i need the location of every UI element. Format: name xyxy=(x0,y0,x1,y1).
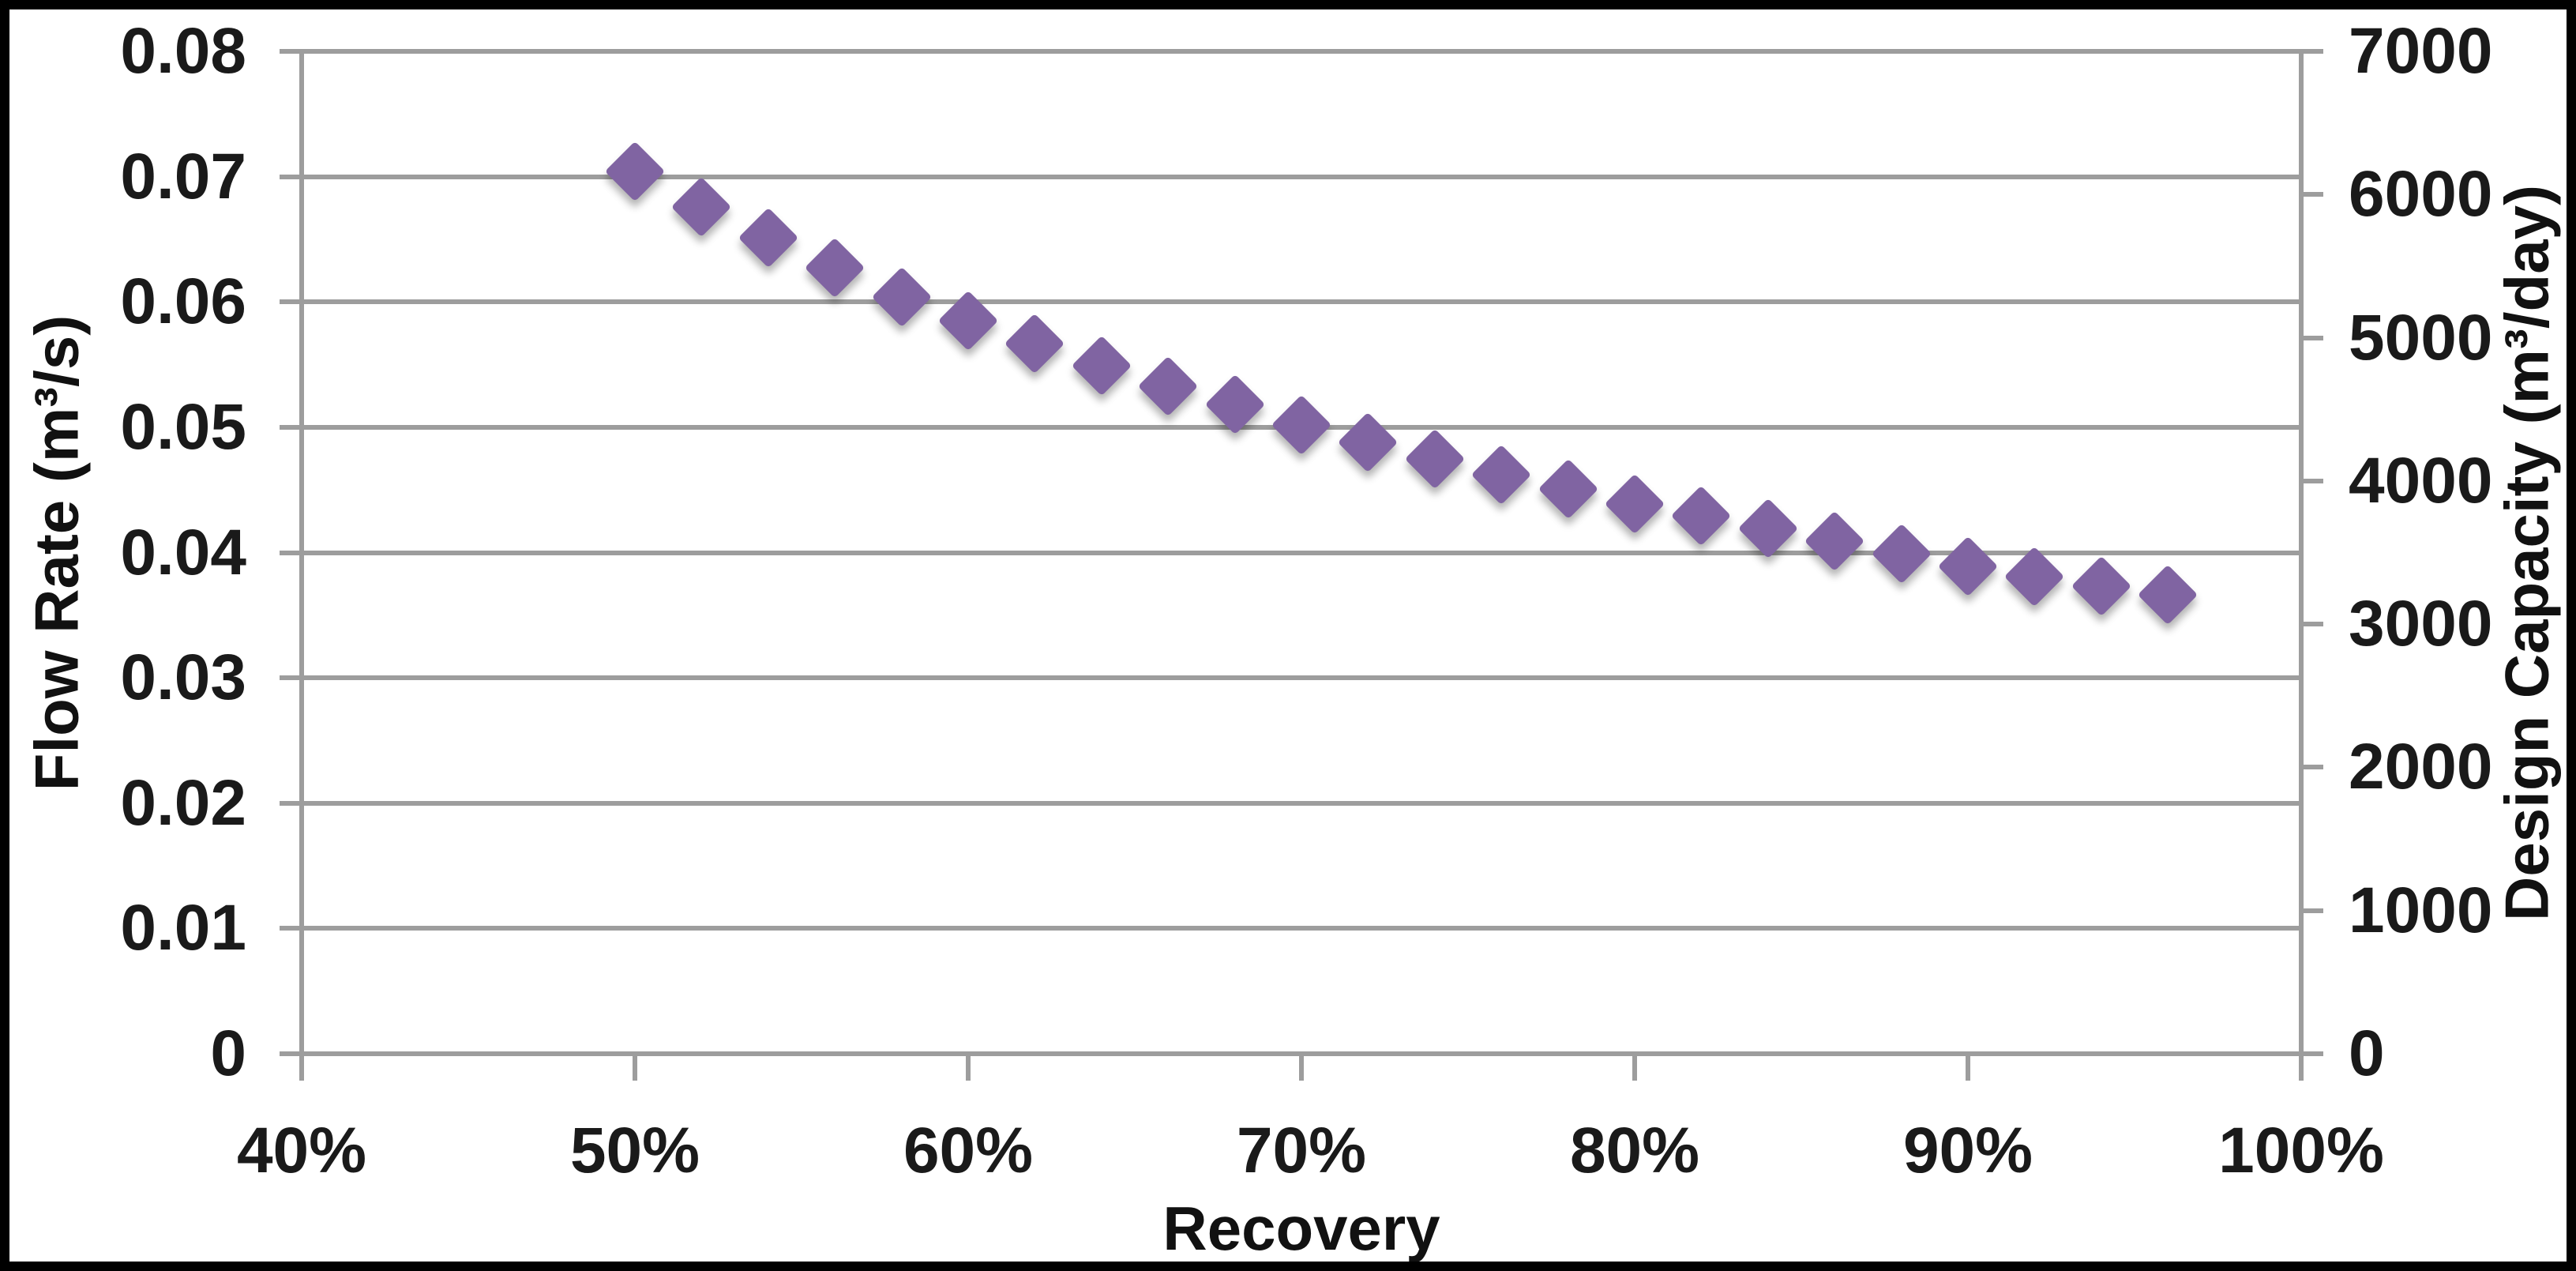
left-axis-tick xyxy=(280,926,302,931)
left-axis-tick xyxy=(280,675,302,681)
right-axis-tick xyxy=(2301,622,2323,627)
right-axis-tick-label: 6000 xyxy=(2349,158,2493,231)
left-axis-tick-label: 0 xyxy=(210,1017,246,1089)
x-axis-tick-label: 100% xyxy=(2218,1115,2384,1186)
right-axis-tick xyxy=(2301,1051,2323,1056)
gridline xyxy=(302,550,2301,555)
left-axis-line xyxy=(299,51,304,1054)
x-axis-tick-label: 90% xyxy=(1902,1115,2033,1186)
x-axis-tick xyxy=(299,1054,304,1081)
left-axis-tick-label: 0.01 xyxy=(120,892,246,965)
gridline xyxy=(302,174,2301,179)
gridline xyxy=(302,675,2301,681)
right-axis-tick xyxy=(2301,478,2323,483)
right-axis-tick-label: 5000 xyxy=(2349,301,2493,374)
right-axis-tick-label: 0 xyxy=(2349,1017,2385,1089)
x-axis-tick xyxy=(1299,1054,1304,1081)
left-axis-tick xyxy=(280,299,302,305)
right-axis-tick-label: 7000 xyxy=(2349,15,2493,87)
gridline xyxy=(302,299,2301,305)
x-axis-tick-label: 80% xyxy=(1569,1115,1700,1186)
left-axis-tick-label: 0.04 xyxy=(120,516,246,588)
x-axis-tick-label: 50% xyxy=(569,1115,700,1186)
left-axis-tick-label: 0.03 xyxy=(120,641,246,714)
y-axis-title-right: Design Capacity (m³/day) xyxy=(2492,184,2562,921)
left-axis-tick xyxy=(280,424,302,430)
left-axis-tick xyxy=(280,800,302,806)
left-axis-tick-label: 0.05 xyxy=(120,390,246,463)
right-axis-tick xyxy=(2301,49,2323,54)
right-axis-line xyxy=(2299,51,2304,1054)
x-axis-tick xyxy=(1632,1054,1637,1081)
x-axis-tick-label: 70% xyxy=(1236,1115,1367,1186)
gridline xyxy=(302,800,2301,806)
left-axis-tick xyxy=(280,1051,302,1056)
right-axis-tick xyxy=(2301,335,2323,340)
left-axis-tick xyxy=(280,49,302,54)
x-axis-tick-label: 40% xyxy=(236,1115,367,1186)
y-axis-title-left: Flow Rate (m³/s) xyxy=(21,314,92,791)
left-axis-tick-label: 0.07 xyxy=(120,140,246,212)
x-axis-tick xyxy=(2299,1054,2304,1081)
x-axis-tick xyxy=(966,1054,971,1081)
left-axis-tick xyxy=(280,550,302,555)
right-axis-tick xyxy=(2301,908,2323,913)
x-axis-tick-label: 60% xyxy=(903,1115,1034,1186)
right-axis-tick-label: 4000 xyxy=(2349,444,2493,517)
gridline xyxy=(302,926,2301,931)
left-axis-tick xyxy=(280,174,302,179)
right-axis-tick xyxy=(2301,192,2323,197)
right-axis-tick xyxy=(2301,765,2323,770)
left-axis-tick-label: 0.08 xyxy=(120,15,246,87)
right-axis-tick-label: 3000 xyxy=(2349,588,2493,660)
gridline xyxy=(302,49,2301,54)
right-axis-tick-label: 1000 xyxy=(2349,874,2493,946)
left-axis-tick-label: 0.02 xyxy=(120,766,246,839)
x-axis-tick xyxy=(633,1054,637,1081)
left-axis-tick-label: 0.06 xyxy=(120,265,246,338)
x-axis-tick xyxy=(1966,1054,1970,1081)
x-axis-title: Recovery xyxy=(1162,1194,1440,1263)
right-axis-tick-label: 2000 xyxy=(2349,731,2493,803)
